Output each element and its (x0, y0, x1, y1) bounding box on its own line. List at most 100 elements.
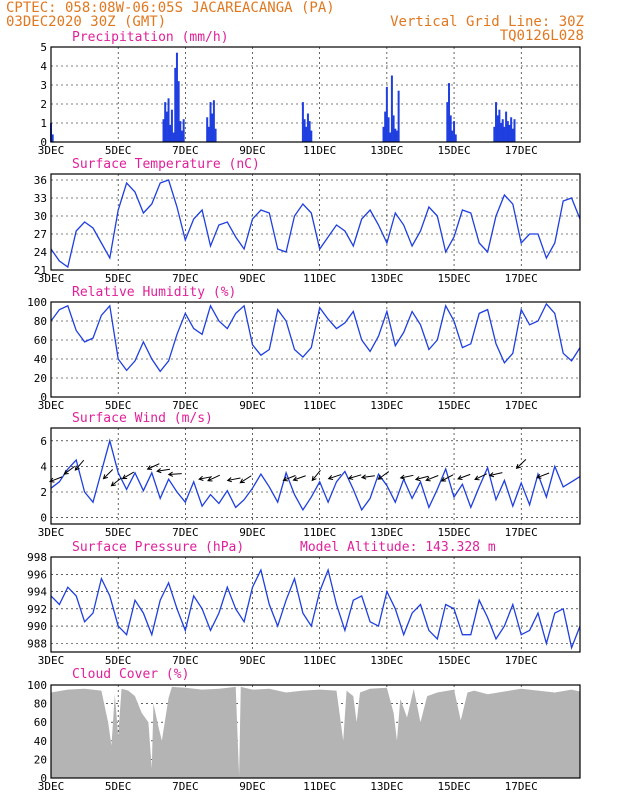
series-line (50, 179, 581, 269)
y-tick-label: 998 (27, 551, 47, 564)
y-tick-label: 4 (40, 460, 47, 473)
x-tick-label: 5DEC (105, 399, 132, 412)
y-tick-label: 5 (40, 41, 47, 54)
plot-frame (50, 427, 581, 525)
wind-vector (360, 474, 375, 480)
y-tick-label: 60 (34, 716, 47, 729)
wind-vector (282, 475, 296, 482)
y-tick-label: 60 (34, 334, 47, 347)
x-tick-label: 9DEC (239, 144, 266, 157)
x-tick-label: 11DEC (303, 780, 336, 793)
precip-bar (209, 102, 212, 142)
wind-vector (440, 474, 454, 482)
wind-vector (414, 475, 429, 482)
precip-bar (214, 128, 217, 142)
x-tick-label: 7DEC (172, 272, 199, 285)
x-tick-label: 3DEC (38, 272, 65, 285)
wind-vector (377, 471, 390, 480)
panel-title: Surface Wind (m/s) (72, 411, 213, 426)
y-tick-label: 20 (34, 372, 47, 385)
precip-bar (169, 124, 172, 142)
wind-vector (198, 475, 212, 481)
wind-vector (226, 477, 241, 483)
x-tick-label: 7DEC (172, 780, 199, 793)
precip-bar (382, 126, 385, 142)
wind-vector (110, 477, 122, 487)
x-tick-label: 7DEC (172, 526, 199, 539)
precip-bar (513, 119, 516, 142)
precip-bar (51, 134, 54, 142)
precip-bar (392, 115, 395, 142)
header-station: CPTEC: 058:08W-06:05S JACAREACANGA (PA) (6, 0, 335, 16)
x-tick-label: 5DEC (105, 780, 132, 793)
precip-bar (384, 111, 387, 142)
x-tick-label: 13DEC (370, 399, 403, 412)
wind-vector (239, 475, 252, 484)
x-tick-label: 13DEC (370, 654, 403, 667)
x-tick-label: 11DEC (303, 144, 336, 157)
y-tick-label: 40 (34, 353, 47, 366)
precip-bar (182, 119, 185, 142)
y-tick-label: 100 (27, 679, 47, 692)
x-tick-label: 13DEC (370, 144, 403, 157)
cloud-cover-area (51, 686, 580, 778)
y-tick-label: 994 (27, 586, 47, 599)
precip-bar (310, 130, 313, 142)
plot-frame (50, 173, 581, 271)
x-tick-label: 17DEC (505, 272, 538, 285)
panel-precipitation: Precipitation (mm/h) 0 1 2 3 4 5 3DEC 5DEC 7DEC 9… (38, 30, 581, 157)
precip-bar (175, 52, 178, 143)
wind-vector (74, 459, 85, 471)
wind-vector (121, 471, 135, 480)
precip-bar (495, 102, 498, 142)
precip-bar (170, 109, 173, 142)
x-tick-label: 7DEC (172, 654, 199, 667)
precip-bar (510, 117, 513, 142)
x-tick-label: 5DEC (105, 144, 132, 157)
series-line (50, 567, 581, 650)
y-tick-label: 0 (40, 772, 47, 785)
y-tick-label: 988 (27, 637, 47, 650)
wind-vector (292, 475, 306, 482)
precip-bar (164, 102, 167, 142)
panel-temperature: Surface Temperature (nC) 21 24 27 30 33 36 3DE… (34, 157, 581, 285)
precip-bar (498, 109, 501, 142)
x-tick-label: 13DEC (370, 272, 403, 285)
x-tick-label: 9DEC (239, 272, 266, 285)
precip-bar (451, 130, 454, 142)
precip-bar (496, 115, 499, 142)
precip-bar (177, 81, 180, 142)
panel-humidity: Relative Humidity (%) 0 20 40 60 80 100 3DEC 5D… (27, 285, 581, 412)
x-tick-label: 11DEC (303, 654, 336, 667)
precip-bar (446, 102, 449, 142)
wind-vector (457, 473, 471, 481)
y-tick-label: 20 (34, 753, 47, 766)
plot-frame (50, 46, 581, 143)
panel-title: Precipitation (mm/h) (72, 30, 229, 45)
x-tick-label: 15DEC (437, 144, 470, 157)
wind-vector (327, 474, 342, 480)
y-tick-label: 1 (40, 117, 47, 130)
wind-vector (399, 474, 414, 480)
panel-pressure: Surface Pressure (hPa) Model Altitude: 1… (27, 540, 581, 667)
precip-bar (305, 126, 308, 142)
x-tick-label: 17DEC (505, 654, 538, 667)
precip-bar (511, 128, 514, 142)
wind-vector (63, 466, 76, 475)
panel-title: Surface Temperature (nC) (72, 157, 260, 172)
y-tick-label: 33 (34, 192, 47, 205)
x-tick-label: 15DEC (437, 654, 470, 667)
precip-bar (172, 132, 175, 142)
x-tick-label: 5DEC (105, 654, 132, 667)
precip-bar (207, 126, 210, 142)
panel-cloud-cover: Cloud Cover (%) 0 20 40 60 80 100 3DEC 5DEC 7DEC… (27, 667, 581, 793)
wind-vector (515, 458, 527, 470)
x-tick-label: 3DEC (38, 526, 65, 539)
precip-bar (395, 130, 398, 142)
precip-bar (503, 126, 506, 142)
y-tick-label: 80 (34, 315, 47, 328)
x-tick-label: 9DEC (239, 526, 266, 539)
x-tick-label: 9DEC (239, 399, 266, 412)
precip-bar (308, 121, 311, 142)
